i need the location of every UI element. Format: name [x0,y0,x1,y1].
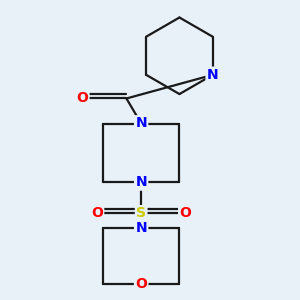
Text: O: O [179,206,191,220]
Text: O: O [135,277,147,291]
Text: O: O [76,92,88,106]
Text: N: N [135,176,147,189]
Text: N: N [135,221,147,235]
Text: O: O [91,206,103,220]
Text: S: S [136,206,146,220]
Text: N: N [135,116,147,130]
Text: N: N [207,68,218,82]
